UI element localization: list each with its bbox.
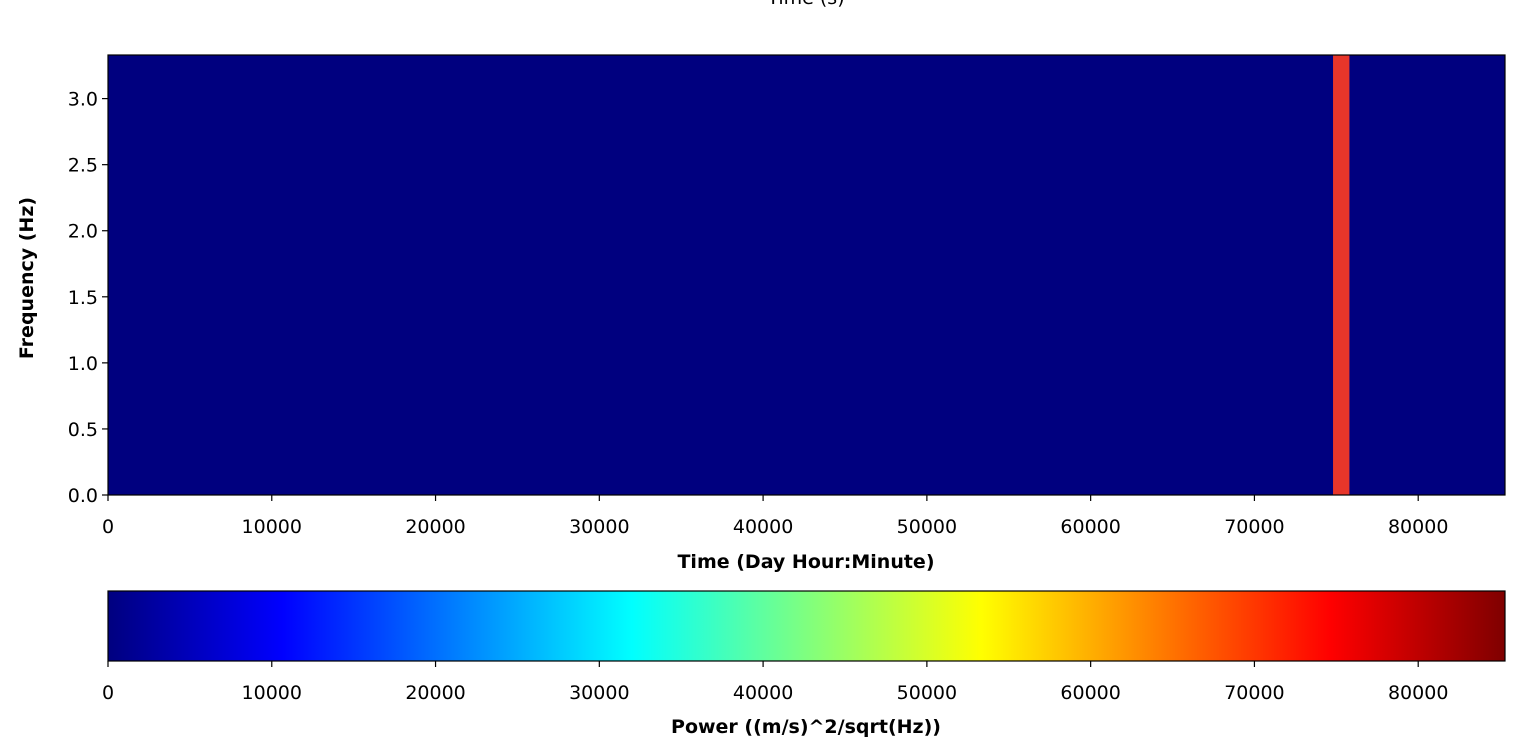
x-tick-label: 40000	[733, 516, 793, 538]
x-axis-ticks: 0 10000 20000 30000 40000 50000 60000 70000 8000…	[102, 495, 1448, 538]
y-tick-label: 1.5	[68, 287, 98, 309]
x-tick-label: 30000	[569, 516, 629, 538]
colorbar-ticks: 0 10000 20000 30000 40000 50000 60000 70000 8000…	[102, 661, 1448, 704]
x-tick-label: 0	[102, 516, 114, 538]
colorbar-tick-label: 10000	[242, 682, 302, 704]
colorbar-tick-label: 70000	[1224, 682, 1284, 704]
plot-area	[107, 54, 1506, 496]
colorbar-tick-label: 60000	[1060, 682, 1120, 704]
y-axis-ticks: 0.0 0.5 1.0 1.5 2.0 2.5 3.0	[68, 89, 108, 507]
colorbar	[107, 590, 1506, 662]
plot-frame	[107, 54, 1506, 496]
y-tick-label: 2.5	[68, 155, 98, 177]
heatmap-cell	[1333, 55, 1350, 495]
colorbar-label: Power ((m/s)^2/sqrt(Hz))	[671, 716, 941, 738]
y-axis-label: Frequency (Hz)	[16, 197, 38, 359]
y-tick-label: 0.5	[68, 419, 98, 441]
x-tick-label: 20000	[405, 516, 465, 538]
heatmap-background	[108, 55, 1505, 495]
x-tick-label: 10000	[242, 516, 302, 538]
colorbar-tick-label: 50000	[897, 682, 957, 704]
x-tick-label: 80000	[1388, 516, 1448, 538]
x-tick-label: 70000	[1224, 516, 1284, 538]
y-tick-label: 0.0	[68, 485, 98, 507]
heatmap-cells	[1333, 55, 1350, 495]
y-tick-label: 1.0	[68, 353, 98, 375]
colorbar-tick-label: 20000	[405, 682, 465, 704]
top-axis-title: Time (s)	[766, 0, 844, 9]
colorbar-tick-label: 0	[102, 682, 114, 704]
x-axis-label: Time (Day Hour:Minute)	[677, 551, 934, 573]
y-tick-label: 2.0	[68, 221, 98, 243]
y-tick-label: 3.0	[68, 89, 98, 111]
x-tick-label: 60000	[1060, 516, 1120, 538]
x-tick-label: 50000	[897, 516, 957, 538]
colorbar-tick-label: 80000	[1388, 682, 1448, 704]
colorbar-gradient	[107, 590, 1506, 662]
colorbar-tick-label: 40000	[733, 682, 793, 704]
colorbar-tick-label: 30000	[569, 682, 629, 704]
